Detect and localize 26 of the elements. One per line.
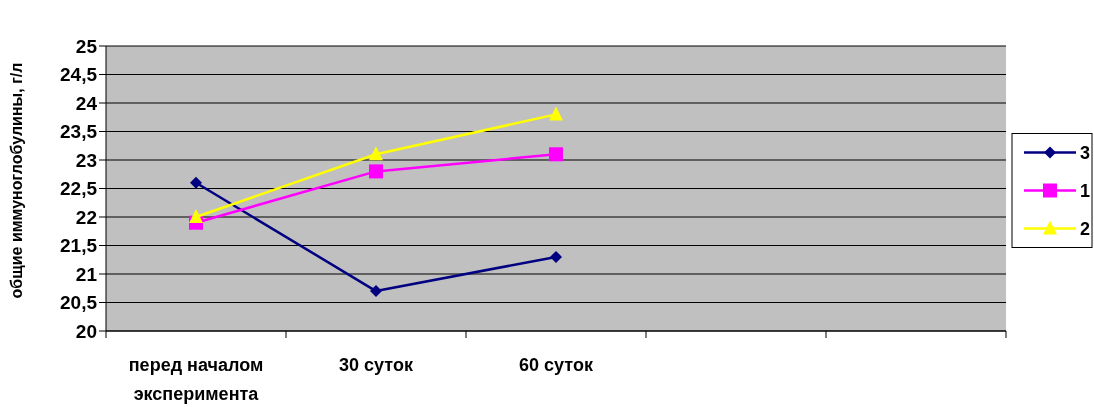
y-tick-label: 22 [75,206,97,228]
y-tick-label: 21 [75,263,98,285]
point [549,147,563,162]
y-tick-label: 23 [75,149,97,171]
y-tick-label: 20 [75,320,97,342]
y-tick-label: 21,5 [60,235,98,257]
y-tick-label: 22,5 [60,178,98,200]
x-tick-label: 60 суток [519,355,594,375]
point [190,176,202,189]
y-tick-label: 20,5 [60,292,98,314]
legend-label: 2 [1080,218,1091,239]
legend-label: 3 [1080,142,1091,163]
point [369,146,383,161]
y-tick-label: 24,5 [60,64,98,86]
point [549,106,563,121]
point [189,209,203,223]
point [370,285,382,298]
point [369,164,383,179]
x-tick-label: 30 суток [339,355,414,375]
legend-label: 1 [1080,180,1091,201]
x-tick-label: перед началом эксперимента [128,355,264,404]
y-axis-title: общие иммуноглобулины, г/л [8,62,25,299]
y-tick-label: 23,5 [60,121,98,143]
y-tick-label: 25 [75,35,98,57]
y-tick-label: 24 [75,92,98,114]
point [550,250,562,263]
